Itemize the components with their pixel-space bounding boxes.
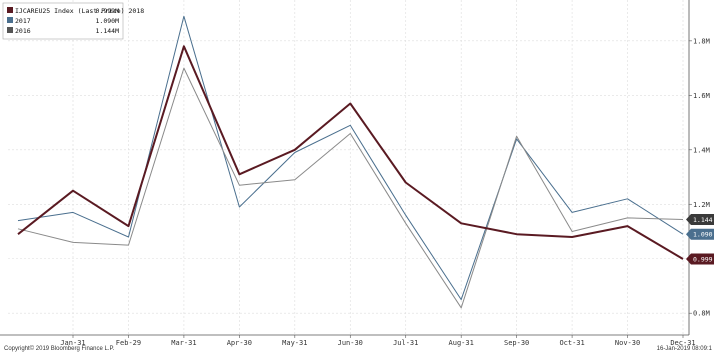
legend-swatch: [7, 27, 13, 33]
y-tick-label: 0.8M: [693, 310, 710, 318]
copyright-text: Copyright© 2019 Bloomberg Finance L.P.: [4, 345, 115, 352]
legend-entry: IJCAREU25 Index (Last Price) 2018 0.999M: [7, 7, 144, 15]
x-tick-label: Oct-31: [559, 339, 584, 347]
legend-swatch: [7, 7, 13, 13]
tag-shape: [686, 228, 714, 240]
x-tick-label: Feb-29: [116, 339, 141, 347]
timestamp-text: 16-Jan-2019 08:09:1: [657, 346, 713, 352]
legend-swatch: [7, 17, 13, 23]
y-tick-label: 1.2M: [693, 201, 710, 209]
series-line: [17, 15, 684, 301]
x-tick-label: Apr-30: [227, 339, 252, 347]
grid: [8, 0, 689, 335]
series-line: [17, 67, 684, 309]
tag-shape: [686, 253, 714, 265]
legend-label: 2016: [15, 27, 31, 35]
last-value-tag: 1.144: [686, 214, 714, 226]
x-tick-label: Jan-31: [60, 339, 85, 347]
tag-label: 1.090: [693, 231, 713, 239]
legend: IJCAREU25 Index (Last Price) 2018 0.999M…: [2, 2, 144, 40]
y-tick-label: 1.6M: [693, 92, 710, 100]
x-tick-label: Aug-31: [449, 339, 474, 347]
last-value-tags: 1.144 1.090 0.999: [686, 214, 714, 265]
last-value-tag: 1.090: [686, 228, 714, 240]
y-tick-label: 1.8M: [693, 37, 710, 45]
tag-label: 1.144: [693, 216, 713, 224]
x-tick-label: May-31: [282, 339, 307, 347]
series-lines: [17, 15, 684, 309]
legend-box: [2, 2, 124, 40]
tick-labels: Jan-31 Feb-29 Mar-31 Apr-30 May-31 Jun-30 Jul-…: [60, 37, 710, 347]
legend-entry: 2017 1.090M: [7, 17, 119, 25]
legend-value: 1.144M: [96, 27, 120, 35]
legend-value: 1.090M: [96, 17, 120, 25]
x-tick-label: Sep-30: [504, 339, 529, 347]
legend-entry: 2016 1.144M: [7, 27, 119, 35]
x-tick-label: Jun-30: [338, 339, 363, 347]
x-tick-label: Nov-30: [615, 339, 640, 347]
axes: [0, 0, 690, 336]
tag-label: 0.999: [693, 255, 713, 263]
last-value-tag: 0.999: [686, 253, 714, 265]
series-line: [17, 45, 684, 260]
legend-label: IJCAREU25 Index (Last Price) 2018: [15, 7, 144, 15]
x-tick-label: Jul-31: [393, 339, 418, 347]
legend-label: 2017: [15, 17, 31, 25]
x-tick-label: Dec-31: [670, 339, 695, 347]
legend-value: 0.999M: [96, 7, 120, 15]
y-tick-label: 1.4M: [693, 146, 710, 154]
x-tick-label: Mar-31: [171, 339, 196, 347]
tag-shape: [686, 214, 714, 226]
